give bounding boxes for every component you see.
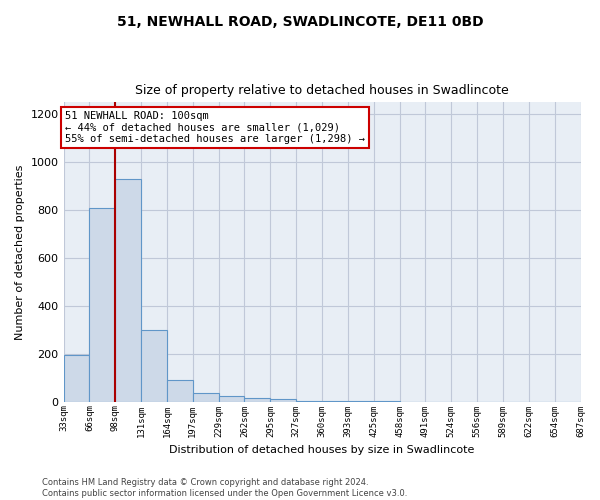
Bar <box>141 330 167 402</box>
Text: 51 NEWHALL ROAD: 100sqm
← 44% of detached houses are smaller (1,029)
55% of semi: 51 NEWHALL ROAD: 100sqm ← 44% of detache… <box>65 110 365 144</box>
Bar <box>271 399 296 402</box>
Text: Contains HM Land Registry data © Crown copyright and database right 2024.
Contai: Contains HM Land Registry data © Crown c… <box>42 478 407 498</box>
X-axis label: Distribution of detached houses by size in Swadlincote: Distribution of detached houses by size … <box>169 445 475 455</box>
Title: Size of property relative to detached houses in Swadlincote: Size of property relative to detached ho… <box>135 84 509 97</box>
Bar <box>296 401 322 402</box>
Y-axis label: Number of detached properties: Number of detached properties <box>15 164 25 340</box>
Bar <box>218 396 244 402</box>
Bar <box>193 392 218 402</box>
Bar <box>115 179 141 402</box>
Bar <box>89 208 115 402</box>
Bar <box>244 398 271 402</box>
Text: 51, NEWHALL ROAD, SWADLINCOTE, DE11 0BD: 51, NEWHALL ROAD, SWADLINCOTE, DE11 0BD <box>116 15 484 29</box>
Bar <box>167 380 193 402</box>
Bar <box>64 356 89 402</box>
